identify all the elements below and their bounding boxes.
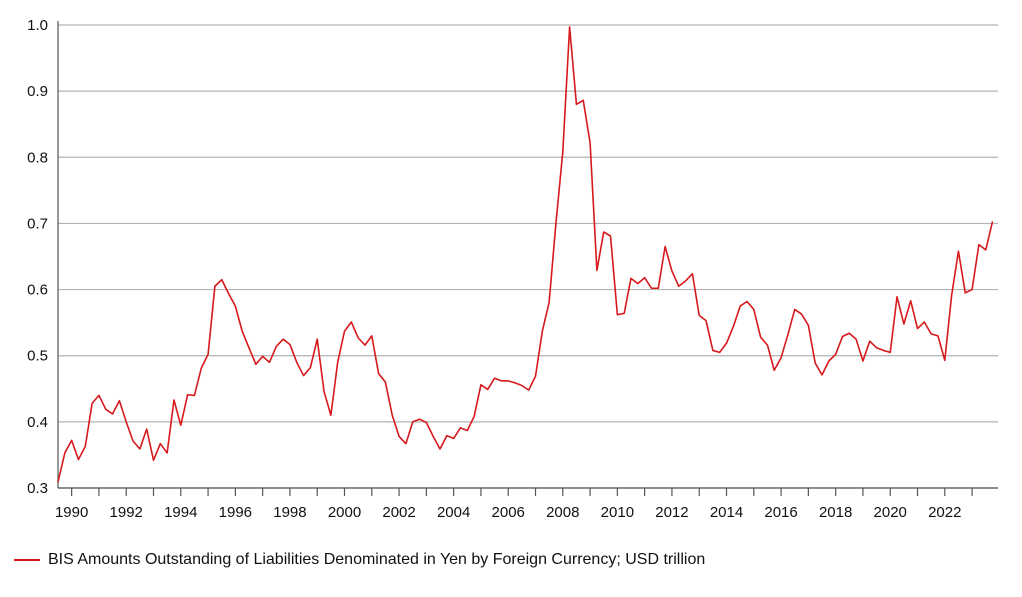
x-tick-label: 2016 (764, 504, 797, 521)
x-tick-label: 2022 (928, 504, 961, 521)
x-tick-label: 2010 (601, 504, 634, 521)
x-tick-label: 1990 (55, 504, 88, 521)
x-tick-label: 2000 (328, 504, 361, 521)
y-tick-label: 0.9 (27, 83, 48, 100)
legend-swatch (14, 559, 40, 561)
x-tick-label: 2002 (382, 504, 415, 521)
legend: BIS Amounts Outstanding of Liabilities D… (14, 551, 705, 569)
y-tick-label: 0.4 (27, 414, 48, 431)
x-tick-label: 1996 (219, 504, 252, 521)
x-tick-label: 2004 (437, 504, 470, 521)
y-tick-label: 0.6 (27, 282, 48, 299)
x-tick-label: 2008 (546, 504, 579, 521)
grid-lines (58, 24, 998, 489)
x-tick-label: 1992 (110, 504, 143, 521)
y-tick-labels: 0.3 0.4 0.5 0.6 0.7 0.8 0.9 1.0 (27, 17, 48, 497)
legend-label: BIS Amounts Outstanding of Liabilities D… (48, 551, 706, 568)
x-tick-label: 1994 (164, 504, 197, 521)
x-tick-label: 2020 (874, 504, 907, 521)
y-tick-label: 0.3 (27, 480, 48, 497)
y-tick-label: 0.7 (27, 215, 48, 232)
x-tick-label: 2006 (492, 504, 525, 521)
axes (57, 21, 998, 496)
series-layer (57, 26, 994, 483)
series-line (57, 26, 994, 483)
x-tick-label: 2012 (655, 504, 688, 521)
x-tick-labels: 1990 1992 1994 1996 1998 2000 2002 2004 2006 2008… (55, 504, 962, 521)
y-tick-label: 0.5 (27, 348, 48, 365)
x-tick-label: 2018 (819, 504, 852, 521)
y-tick-label: 0.8 (27, 149, 48, 166)
y-tick-label: 1.0 (27, 17, 48, 34)
x-tick-label: 1998 (273, 504, 306, 521)
x-tick-label: 2014 (710, 504, 743, 521)
